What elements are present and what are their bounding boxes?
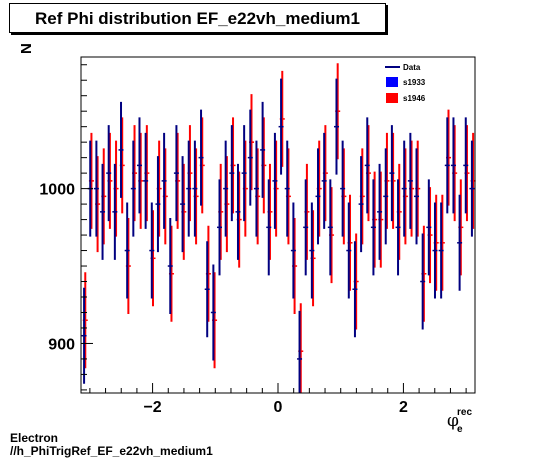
series-s1946-marks — [82, 63, 476, 393]
title-box: Ref Phi distribution EF_e22vh_medium1 — [9, 3, 386, 33]
legend-data-label: Data — [403, 63, 421, 72]
x-axis-label-main: φ — [447, 411, 459, 431]
x-axis-label: φ rec e — [447, 407, 472, 435]
legend-s1933-label: s1933 — [403, 78, 426, 87]
footer-line-2: //h_PhiTrigRef_EF_e22vh_medium1 — [10, 444, 213, 458]
axis-ticks — [81, 64, 467, 393]
y-tick-label-0: 900 — [48, 336, 75, 353]
y-tick-label-1: 1000 — [39, 182, 75, 199]
x-tick-label-0: −2 — [143, 399, 161, 416]
footer-line-1: Electron — [10, 431, 59, 445]
x-axis-label-sub: e — [457, 424, 463, 435]
chart-title: Ref Phi distribution EF_e22vh_medium1 — [35, 9, 360, 28]
x-tick-label-1: 0 — [274, 399, 283, 416]
axis-tick-labels: −2 0 2 900 1000 — [39, 182, 408, 416]
x-axis-label-sup: rec — [457, 407, 472, 418]
legend-s1946-marker — [386, 93, 398, 103]
legend-s1933-marker — [386, 77, 398, 87]
legend-s1946-label: s1946 — [403, 94, 426, 103]
footer: Electron //h_PhiTrigRef_EF_e22vh_medium1 — [10, 432, 213, 458]
y-axis-label: N — [18, 43, 35, 54]
x-tick-label-2: 2 — [399, 399, 408, 416]
series-data-marks — [81, 78, 475, 393]
legend: Data s1933 s1946 — [385, 63, 426, 103]
